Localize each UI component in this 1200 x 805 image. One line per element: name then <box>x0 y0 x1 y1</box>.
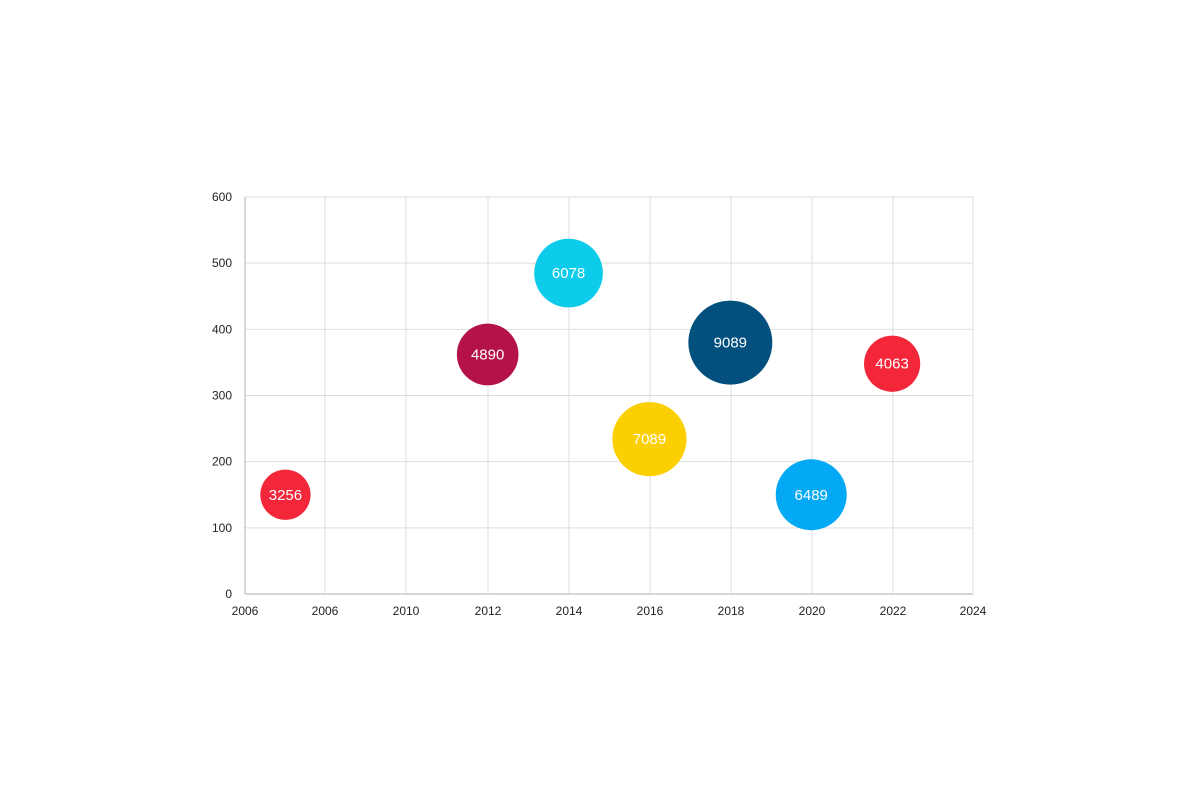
bubble-4063 <box>864 335 921 392</box>
x-tick-label: 2010 <box>393 604 420 618</box>
y-tick-label: 100 <box>212 521 232 535</box>
bubble-6078 <box>534 238 603 308</box>
y-tick-label: 600 <box>212 190 232 204</box>
bubble-6489 <box>775 459 847 531</box>
bubble-4890 <box>456 323 519 386</box>
bubble-label: 4063 <box>875 356 908 373</box>
y-tick-label: 0 <box>225 587 232 601</box>
x-axis-ticks: 2006 2006 2010 2012 2014 2016 2018 2020 2022 2024 <box>232 604 987 618</box>
x-tick-label: 2024 <box>960 604 987 618</box>
bubble-label: 6489 <box>795 487 828 504</box>
y-tick-label: 400 <box>212 322 232 336</box>
y-tick-label: 300 <box>212 389 232 403</box>
bubble-label: 9089 <box>714 335 747 352</box>
x-tick-label: 2006 <box>312 604 339 618</box>
axes <box>244 197 973 595</box>
bubble-label: 7089 <box>633 431 666 448</box>
x-tick-label: 2018 <box>718 604 745 618</box>
x-tick-label: 2020 <box>799 604 826 618</box>
grid <box>245 196 974 594</box>
bubbles: 3256 4890 6078 7089 9089 6489 4063 <box>260 238 921 531</box>
bubble-label: 3256 <box>269 487 302 504</box>
x-tick-label: 2014 <box>556 604 583 618</box>
bubble-label: 4890 <box>471 346 504 363</box>
bubble-label: 6078 <box>552 265 585 282</box>
x-tick-label: 2012 <box>475 604 502 618</box>
y-tick-label: 200 <box>212 455 232 469</box>
x-tick-label: 2006 <box>232 604 259 618</box>
bubble-7089 <box>612 402 687 477</box>
y-tick-label: 500 <box>212 256 232 270</box>
x-tick-label: 2022 <box>880 604 907 618</box>
bubble-9089 <box>688 300 773 385</box>
bubble-3256 <box>260 469 311 520</box>
x-tick-label: 2016 <box>637 604 664 618</box>
y-axis-ticks: 0 100 200 300 400 500 600 <box>212 190 232 601</box>
